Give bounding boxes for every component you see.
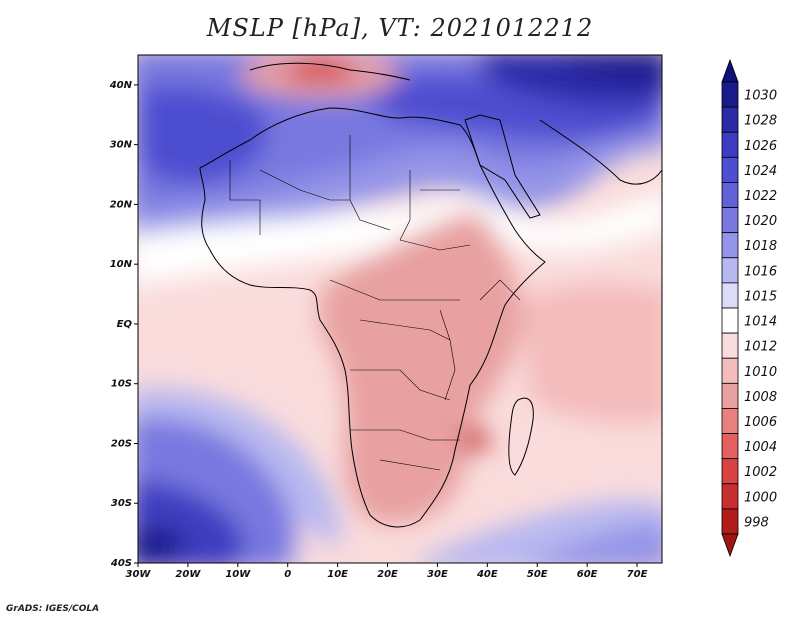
colorbar-label: 1016 — [744, 264, 777, 279]
colorbar-swatch — [721, 257, 739, 284]
axes: 30W 20W 10W 0 10E 20E 30E 40E 50E 60E 70E 40N 30N 20N… — [109, 80, 648, 580]
colorbar-bottom-arrow — [721, 533, 739, 558]
colorbar-label: 1020 — [744, 214, 777, 229]
x-tick-label: 20W — [175, 569, 201, 580]
colorbar-swatch — [721, 483, 739, 510]
y-tick-label: 10N — [110, 259, 133, 270]
x-tick-label: 60E — [577, 569, 598, 580]
colorbar-swatch — [721, 458, 739, 485]
colorbar-swatch — [721, 106, 739, 133]
x-tick-label: 30E — [427, 569, 448, 580]
colorbar-swatch — [721, 307, 739, 334]
pressure-field — [138, 55, 662, 563]
colorbar-label: 1024 — [744, 164, 777, 179]
colorbar-label: 1002 — [744, 465, 777, 480]
colorbar: 1030 1028 1026 1024 1022 1020 1018 1016 1015 1014… — [721, 58, 777, 558]
x-tick-label: 30W — [126, 569, 152, 580]
colorbar-label: 1030 — [744, 89, 777, 104]
colorbar-swatch — [721, 81, 739, 108]
country-borders — [229, 135, 521, 471]
colorbar-label: 1008 — [744, 390, 777, 405]
colorbar-swatch — [721, 282, 739, 309]
y-tick-label: 20S — [111, 438, 132, 449]
colorbar-label: 1015 — [744, 289, 777, 304]
colorbar-label: 1006 — [744, 415, 777, 430]
colorbar-label: 1026 — [744, 139, 777, 154]
x-tick-label: 40E — [476, 569, 498, 580]
footer-credit: GrADS: IGES/COLA — [6, 604, 100, 614]
map-frame — [137, 54, 663, 564]
colorbar-label: 1010 — [744, 365, 777, 380]
colorbar-label: 1012 — [744, 340, 777, 355]
colorbar-label: 1004 — [744, 440, 777, 455]
x-tick-label: 70E — [627, 569, 648, 580]
colorbar-swatch — [721, 207, 739, 234]
colorbar-top-arrow — [721, 58, 739, 83]
colorbar-swatch — [721, 433, 739, 460]
colorbar-swatch — [721, 182, 739, 208]
x-tick-label: 50E — [527, 569, 548, 580]
x-tick-label: 10E — [327, 569, 348, 580]
y-tick-label: 40N — [109, 80, 133, 91]
colorbar-label: 1014 — [744, 315, 777, 330]
colorbar-label: 1022 — [744, 189, 777, 204]
colorbar-label: 1018 — [744, 239, 777, 254]
colorbar-swatch — [721, 408, 739, 434]
colorbar-swatch — [721, 357, 739, 384]
x-tick-label: 10W — [225, 569, 251, 580]
y-tick-label: 10S — [111, 379, 132, 390]
y-tick-label: 30S — [111, 498, 132, 509]
chart-title: MSLP [hPa], VT: 2021012212 — [206, 14, 594, 42]
colorbar-label: 1000 — [744, 490, 777, 505]
colorbar-swatch — [721, 508, 739, 535]
colorbar-swatch — [721, 332, 739, 359]
colorbar-swatch — [721, 382, 739, 409]
y-tick-label: 40S — [110, 558, 132, 569]
colorbar-swatch — [721, 232, 739, 259]
x-tick-label: 20E — [377, 569, 398, 580]
coastlines — [199, 62, 662, 528]
colorbar-label: 1028 — [744, 114, 777, 129]
x-tick-label: 0 — [284, 569, 291, 580]
colorbar-swatch — [721, 131, 739, 158]
y-tick-label: EQ — [117, 319, 133, 330]
y-tick-label: 30N — [110, 140, 133, 151]
y-tick-label: 20N — [110, 199, 133, 210]
colorbar-swatch — [721, 156, 739, 183]
colorbar-label: 998 — [744, 515, 769, 530]
